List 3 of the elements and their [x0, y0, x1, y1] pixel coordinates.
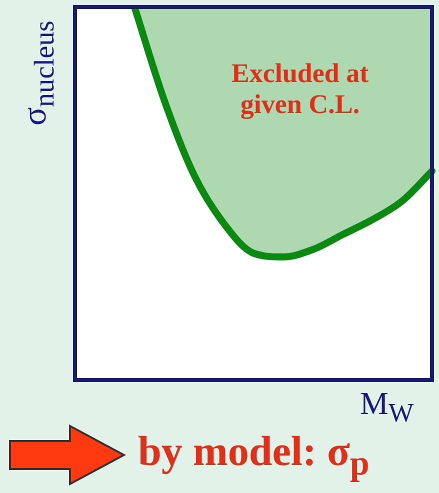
text: by model: σ$_{p}$	[138, 428, 370, 484]
annotation: Excluded at given C.L.	[230, 58, 370, 120]
x-axis-title: M$_{W}$	[360, 385, 414, 428]
